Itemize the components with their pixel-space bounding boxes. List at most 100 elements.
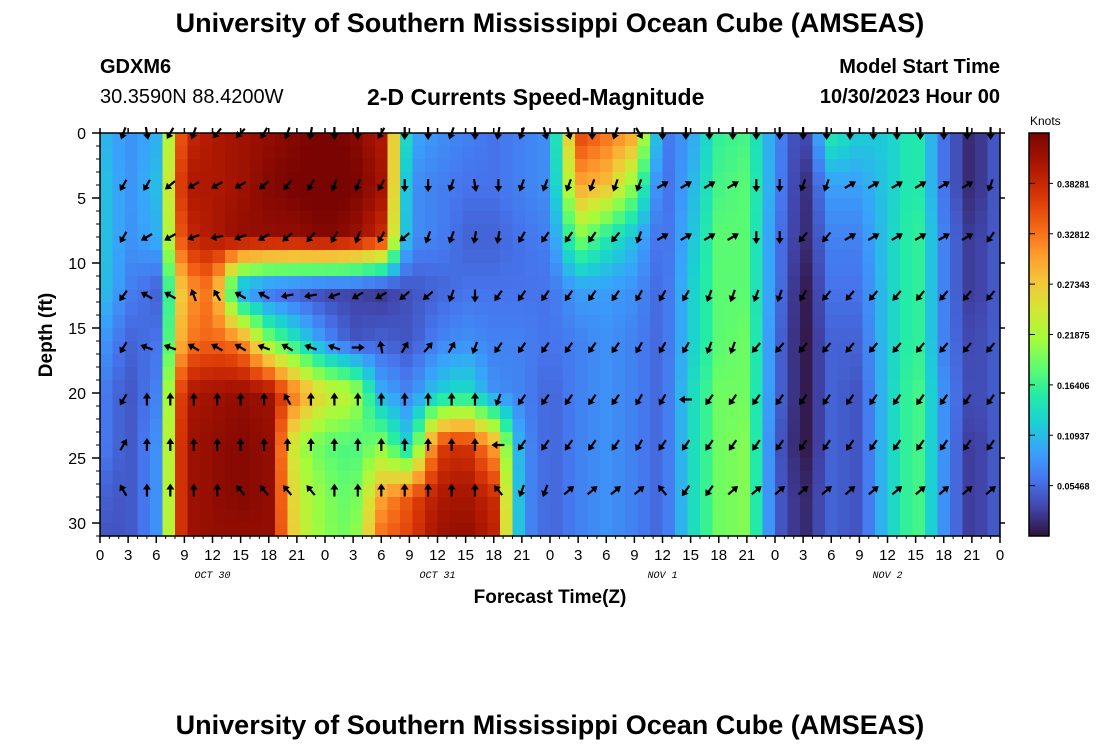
heatmap-cell bbox=[912, 328, 926, 342]
heatmap-cell bbox=[650, 224, 664, 238]
heatmap-cell bbox=[650, 406, 664, 420]
heatmap-cell bbox=[300, 250, 314, 264]
heatmap-cell bbox=[762, 354, 776, 368]
heatmap-cell bbox=[287, 302, 301, 316]
heatmap-cell bbox=[125, 224, 139, 238]
heatmap-cell bbox=[575, 211, 589, 225]
current-arrow bbox=[752, 439, 761, 451]
heatmap-cell bbox=[500, 354, 514, 368]
current-arrow bbox=[377, 392, 386, 406]
heatmap-cell bbox=[475, 237, 489, 251]
arrow-head bbox=[424, 438, 433, 444]
heatmap-cell bbox=[512, 211, 526, 225]
arrow-head bbox=[330, 184, 338, 192]
date-label: NOV 1 bbox=[647, 571, 677, 582]
heatmap-cell bbox=[362, 198, 376, 212]
heatmap-cell bbox=[562, 224, 576, 238]
heatmap-cell bbox=[337, 419, 351, 433]
heatmap-cell bbox=[150, 250, 164, 264]
y-axis-label: Depth (ft) bbox=[36, 293, 57, 377]
arrow-head bbox=[517, 294, 525, 302]
heatmap-cell bbox=[212, 380, 226, 394]
arrow-head bbox=[283, 393, 291, 401]
heatmap-cell bbox=[412, 523, 426, 537]
heatmap-cell bbox=[800, 497, 814, 511]
heatmap-cell bbox=[875, 263, 889, 277]
heatmap-cell bbox=[500, 289, 514, 303]
heatmap-cell bbox=[462, 250, 476, 264]
heatmap-cell bbox=[612, 211, 626, 225]
heatmap-cell bbox=[900, 523, 914, 537]
arrow-head bbox=[564, 398, 572, 406]
heatmap-cell bbox=[575, 185, 589, 199]
heatmap-cell bbox=[975, 198, 989, 212]
heatmap-cell bbox=[312, 458, 326, 472]
heatmap-cell bbox=[350, 328, 364, 342]
arrow-head bbox=[258, 234, 266, 241]
heatmap-cell bbox=[100, 341, 114, 355]
arrow-head bbox=[399, 234, 407, 242]
current-arrow bbox=[306, 179, 315, 192]
heatmap-cell bbox=[550, 393, 564, 407]
current-arrow bbox=[586, 486, 598, 496]
heatmap-cell bbox=[700, 198, 714, 212]
current-arrow bbox=[213, 483, 222, 497]
current-arrow bbox=[140, 291, 153, 300]
heatmap-cell bbox=[200, 497, 214, 511]
heatmap-cell bbox=[125, 458, 139, 472]
heatmap-cell bbox=[675, 302, 689, 316]
arrow-head bbox=[611, 294, 619, 302]
heatmap-cell bbox=[862, 510, 876, 524]
heatmap-cell bbox=[562, 250, 576, 264]
heatmap-cell bbox=[550, 328, 564, 342]
heatmap-cell bbox=[525, 159, 539, 173]
heatmap-cell bbox=[812, 510, 826, 524]
heatmap-cell bbox=[675, 497, 689, 511]
heatmap-cell bbox=[787, 445, 801, 459]
heatmap-cell bbox=[912, 497, 926, 511]
heatmap-cell bbox=[687, 497, 701, 511]
arrow-head bbox=[915, 293, 923, 301]
heatmap-cell bbox=[312, 302, 326, 316]
arrow-head bbox=[401, 341, 409, 349]
heatmap-cell bbox=[537, 250, 551, 264]
heatmap-cell bbox=[850, 146, 864, 160]
heatmap-cell bbox=[787, 523, 801, 537]
heatmap-cell bbox=[300, 276, 314, 290]
heatmap-cell bbox=[812, 250, 826, 264]
heatmap-cell bbox=[662, 185, 676, 199]
heatmap-cell bbox=[250, 406, 264, 420]
heatmap-cell bbox=[987, 471, 1001, 485]
heatmap-cell bbox=[262, 406, 276, 420]
arrow-head bbox=[822, 398, 830, 406]
heatmap-cell bbox=[562, 523, 576, 537]
heatmap-cell bbox=[600, 185, 614, 199]
heatmap-cell bbox=[500, 445, 514, 459]
heatmap-cell bbox=[350, 146, 364, 160]
heatmap-cell bbox=[900, 445, 914, 459]
heatmap-cell bbox=[825, 497, 839, 511]
current-arrow bbox=[471, 392, 479, 406]
heatmap-cell bbox=[775, 328, 789, 342]
heatmap-cell bbox=[112, 198, 126, 212]
heatmap-cell bbox=[775, 146, 789, 160]
current-arrow bbox=[541, 231, 550, 243]
heatmap-cell bbox=[600, 484, 614, 498]
heatmap-cell bbox=[350, 315, 364, 329]
heatmap-cell bbox=[662, 263, 676, 277]
arrow-head bbox=[822, 345, 830, 353]
heatmap-cell bbox=[812, 380, 826, 394]
heatmap-cell bbox=[675, 185, 689, 199]
heatmap-cell bbox=[987, 419, 1001, 433]
current-arrow bbox=[447, 483, 456, 497]
arrow-head bbox=[915, 345, 923, 353]
heatmap-cell bbox=[337, 341, 351, 355]
heatmap-cell bbox=[987, 250, 1001, 264]
heatmap-cell bbox=[800, 224, 814, 238]
heatmap-cell bbox=[337, 380, 351, 394]
heatmap-cell bbox=[487, 406, 501, 420]
arrow-head bbox=[942, 181, 950, 188]
arrow-head bbox=[541, 132, 550, 140]
heatmap-cell bbox=[837, 133, 851, 147]
heatmap-cell bbox=[275, 497, 289, 511]
